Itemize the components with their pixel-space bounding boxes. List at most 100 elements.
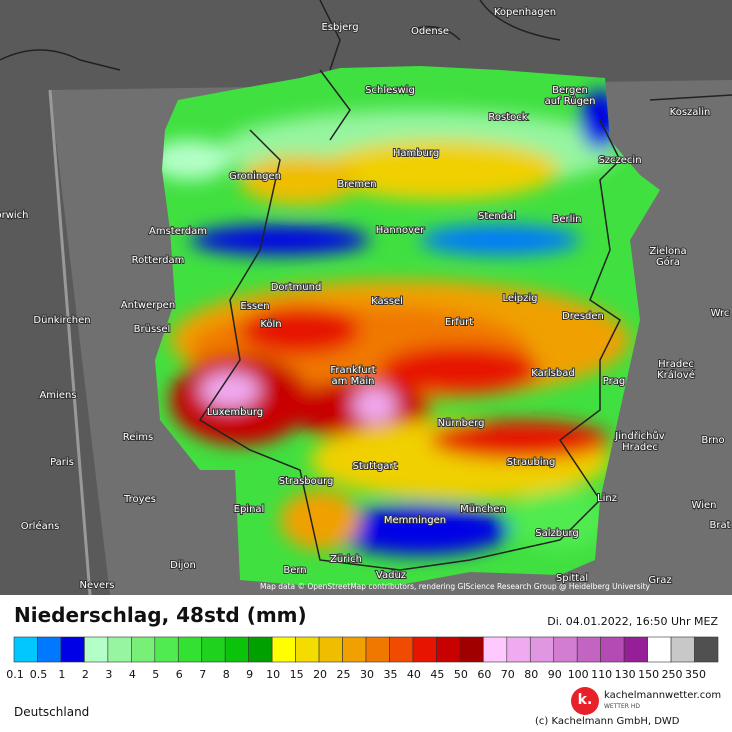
city-label: Rostock <box>488 112 527 123</box>
legend-label: 45 <box>430 668 444 681</box>
map-credit: Map data © OpenStreetMap contributors, r… <box>260 582 651 591</box>
legend-label: 70 <box>501 668 515 681</box>
legend-swatch <box>201 636 226 663</box>
city-label: Paris <box>50 457 74 468</box>
city-label: Koszalin <box>670 107 711 118</box>
legend-swatch <box>600 636 625 663</box>
legend-swatch <box>107 636 132 663</box>
legend-swatch <box>84 636 109 663</box>
legend-swatch <box>483 636 508 663</box>
city-label: Hannover <box>376 225 426 236</box>
legend-label: 110 <box>591 668 612 681</box>
legend-label: 350 <box>685 668 706 681</box>
legend-label: 60 <box>477 668 491 681</box>
city-label: Essen <box>240 301 269 312</box>
city-label: Nevers <box>79 580 114 591</box>
legend-label: 6 <box>176 668 183 681</box>
site: kachelmannwetter.com <box>604 690 721 701</box>
legend-swatch <box>576 636 601 663</box>
legend-label: 0.5 <box>30 668 48 681</box>
legend-label: 10 <box>266 668 280 681</box>
city-label: Epinal <box>234 504 265 515</box>
city-label: Wien <box>692 500 717 511</box>
city-label: Erfurt <box>445 317 473 328</box>
legend-swatch <box>365 636 390 663</box>
precipitation <box>155 66 660 585</box>
city-label: Orléans <box>21 520 60 532</box>
legend-label: 3 <box>105 668 112 681</box>
legend-swatch <box>412 636 437 663</box>
city-label: Schleswig <box>365 85 415 96</box>
city-label: Szczecin <box>598 155 641 166</box>
tagline: WETTER HD <box>604 703 640 710</box>
legend-swatch <box>342 636 367 663</box>
city-label: Linz <box>597 493 617 504</box>
city-label: Vaduz <box>376 570 406 581</box>
legend-label: 100 <box>568 668 589 681</box>
legend-swatch <box>389 636 414 663</box>
legend-swatch <box>224 636 249 663</box>
legend-swatch <box>295 636 320 663</box>
city-label: Berlin <box>552 214 581 225</box>
legend-swatch <box>271 636 296 663</box>
copyright: (c) Kachelmann GmbH, DWD <box>535 716 680 727</box>
city-label: Leipzig <box>502 293 537 304</box>
legend-swatch <box>154 636 179 663</box>
legend-swatch <box>177 636 203 663</box>
timestamp: Di. 04.01.2022, 16:50 Uhr MEZ <box>547 615 718 628</box>
city-label: Zielona Góra <box>649 246 686 268</box>
legend-label: 20 <box>313 668 327 681</box>
city-label: Dresden <box>562 311 604 322</box>
city-label: Odense <box>411 26 449 37</box>
city-label: Hradec Králové <box>657 359 695 381</box>
city-label: Bern <box>283 565 306 576</box>
legend-label: 35 <box>383 668 397 681</box>
city-label: Kassel <box>371 296 403 307</box>
legend-swatch <box>13 636 38 663</box>
legend-label: 50 <box>454 668 468 681</box>
legend-label: 2 <box>82 668 89 681</box>
city-label: Frankfurt am Main <box>330 365 375 387</box>
coastline <box>0 0 732 101</box>
city-label: Brno <box>701 435 724 446</box>
city-label: Dünkirchen <box>33 315 90 326</box>
footer: Deutschland k. kachelmannwetter.com WETT… <box>14 687 721 727</box>
city-label: Graz <box>648 575 671 586</box>
legend-label: 80 <box>524 668 538 681</box>
city-label: Hamburg <box>393 148 439 159</box>
border <box>198 69 621 571</box>
city-label: Rotterdam <box>132 255 185 266</box>
map: Map data © OpenStreetMap contributors, r… <box>0 0 732 596</box>
legend-swatch <box>60 636 85 663</box>
city-label: Kopenhagen <box>494 7 556 18</box>
city-label: Troyes <box>123 494 156 505</box>
city-label: Memmingen <box>384 515 446 526</box>
city-label: Reims <box>123 432 153 443</box>
frame-edge <box>48 89 92 596</box>
legend-swatch <box>37 636 62 663</box>
city-label: Brüssel <box>134 324 171 335</box>
city-label: Dortmund <box>271 282 322 293</box>
city-label: Karlsbad <box>531 368 574 379</box>
legend: Niederschlag, 48std (mm) Di. 04.01.2022,… <box>6 603 718 681</box>
legend-label: 90 <box>548 668 562 681</box>
city-label: Amsterdam <box>149 226 207 237</box>
logo <box>571 687 599 715</box>
city-label: Amiens <box>39 390 76 401</box>
city-label: Brat <box>709 520 730 531</box>
city-label: Esbjerg <box>321 22 358 33</box>
city-label: Köln <box>260 319 281 330</box>
legend-label: 40 <box>407 668 421 681</box>
city-label: Stendal <box>478 211 516 222</box>
legend-swatch <box>436 636 461 663</box>
city-label: Nürnberg <box>438 418 485 429</box>
legend-swatch <box>506 636 531 663</box>
city-label: Bremen <box>337 179 376 190</box>
legend-label: 5 <box>152 668 159 681</box>
legend-swatch <box>670 636 695 663</box>
legend-label: 150 <box>638 668 659 681</box>
legend-label: 9 <box>246 668 253 681</box>
legend-swatch <box>694 636 719 663</box>
legend-label: 7 <box>199 668 206 681</box>
